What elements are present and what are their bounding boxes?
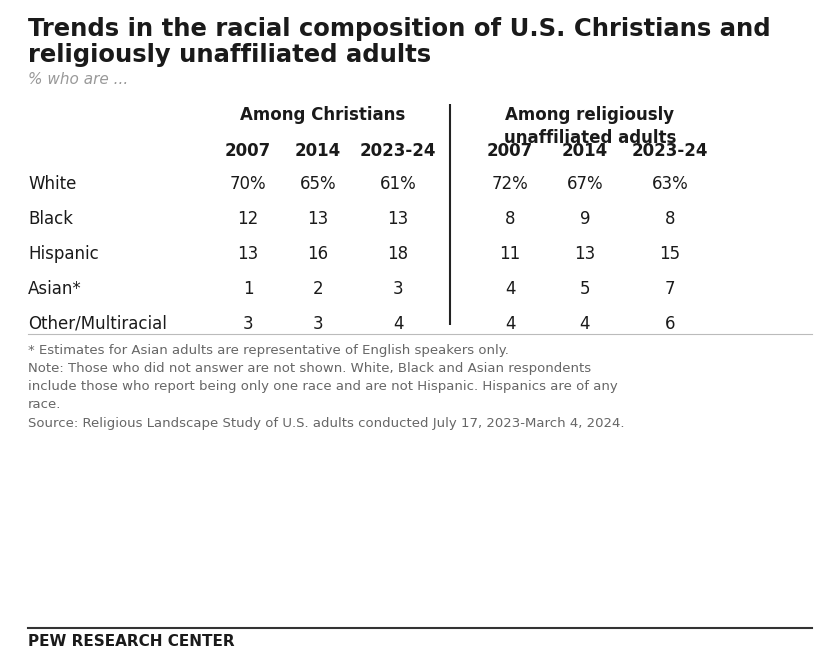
Text: Black: Black	[28, 210, 73, 228]
Text: 12: 12	[238, 210, 259, 228]
Text: Hispanic: Hispanic	[28, 245, 99, 263]
Text: 65%: 65%	[300, 175, 336, 193]
Text: 2007: 2007	[225, 142, 271, 160]
Text: 16: 16	[307, 245, 328, 263]
Text: 4: 4	[393, 315, 403, 333]
Text: 13: 13	[307, 210, 328, 228]
Text: 61%: 61%	[380, 175, 417, 193]
Text: 15: 15	[659, 245, 680, 263]
Text: PEW RESEARCH CENTER: PEW RESEARCH CENTER	[28, 634, 234, 649]
Text: 3: 3	[312, 315, 323, 333]
Text: 4: 4	[505, 280, 515, 298]
Text: 72%: 72%	[491, 175, 528, 193]
Text: 8: 8	[664, 210, 675, 228]
Text: 2007: 2007	[487, 142, 533, 160]
Text: 5: 5	[580, 280, 591, 298]
Text: 4: 4	[505, 315, 515, 333]
Text: religiously unaffiliated adults: religiously unaffiliated adults	[28, 43, 431, 67]
Text: % who are ...: % who are ...	[28, 72, 129, 87]
Text: 13: 13	[238, 245, 259, 263]
Text: Among Christians: Among Christians	[240, 106, 406, 124]
Text: 2014: 2014	[295, 142, 341, 160]
Text: 18: 18	[387, 245, 408, 263]
Text: 2014: 2014	[562, 142, 608, 160]
Text: Among religiously
unaffiliated adults: Among religiously unaffiliated adults	[504, 106, 676, 147]
Text: 2023-24: 2023-24	[360, 142, 436, 160]
Text: 7: 7	[664, 280, 675, 298]
Text: 6: 6	[664, 315, 675, 333]
Text: 3: 3	[243, 315, 254, 333]
Text: Trends in the racial composition of U.S. Christians and: Trends in the racial composition of U.S.…	[28, 17, 770, 41]
Text: Asian*: Asian*	[28, 280, 81, 298]
Text: 70%: 70%	[229, 175, 266, 193]
Text: 13: 13	[575, 245, 596, 263]
Text: 3: 3	[392, 280, 403, 298]
Text: 9: 9	[580, 210, 591, 228]
Text: 1: 1	[243, 280, 254, 298]
Text: Other/Multiracial: Other/Multiracial	[28, 315, 167, 333]
Text: Source: Religious Landscape Study of U.S. adults conducted July 17, 2023-March 4: Source: Religious Landscape Study of U.S…	[28, 417, 624, 430]
Text: 11: 11	[499, 245, 521, 263]
Text: Note: Those who did not answer are not shown. White, Black and Asian respondents: Note: Those who did not answer are not s…	[28, 362, 617, 411]
Text: 2023-24: 2023-24	[632, 142, 708, 160]
Text: 13: 13	[387, 210, 408, 228]
Text: 63%: 63%	[652, 175, 688, 193]
Text: White: White	[28, 175, 76, 193]
Text: 2: 2	[312, 280, 323, 298]
Text: 8: 8	[505, 210, 515, 228]
Text: 67%: 67%	[567, 175, 603, 193]
Text: 4: 4	[580, 315, 591, 333]
Text: * Estimates for Asian adults are representative of English speakers only.: * Estimates for Asian adults are represe…	[28, 344, 509, 357]
